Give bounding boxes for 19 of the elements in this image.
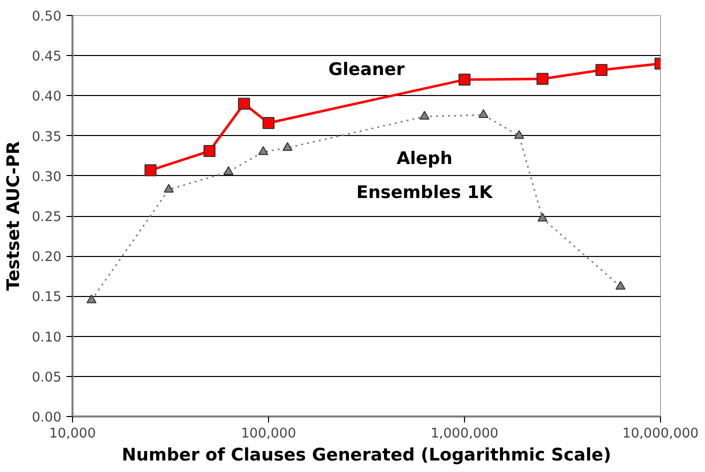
x-tick-label: 100,000 — [240, 426, 296, 442]
x-tick-label: 10,000 — [49, 426, 96, 442]
y-axis-title: Testset AUC-PR — [4, 141, 24, 291]
x-tick-label: 1,000,000 — [430, 426, 498, 442]
y-tick-label: 0.20 — [32, 250, 62, 266]
y-tick-label: 0.05 — [32, 370, 62, 386]
y-tick-label: 0.25 — [32, 210, 62, 225]
series-label: Gleaner — [328, 60, 406, 80]
y-tick-label: 0.45 — [32, 50, 62, 65]
y-tick-label: 0.30 — [32, 170, 62, 185]
x-axis-title: Number of Clauses Generated (Logarithmic Scale) — [122, 446, 612, 466]
y-tick-label: 0.50 — [32, 10, 62, 24]
x-tick-label: 10,000,000 — [622, 426, 699, 442]
y-tick-label: 0.10 — [32, 330, 62, 346]
y-tick-label: 0.35 — [32, 130, 62, 145]
series-label: Aleph Ensembles 1K — [356, 148, 494, 203]
y-tick-label: 0.00 — [32, 410, 62, 426]
y-tick-label: 0.15 — [32, 290, 62, 306]
y-tick-label: 0.40 — [32, 90, 62, 105]
